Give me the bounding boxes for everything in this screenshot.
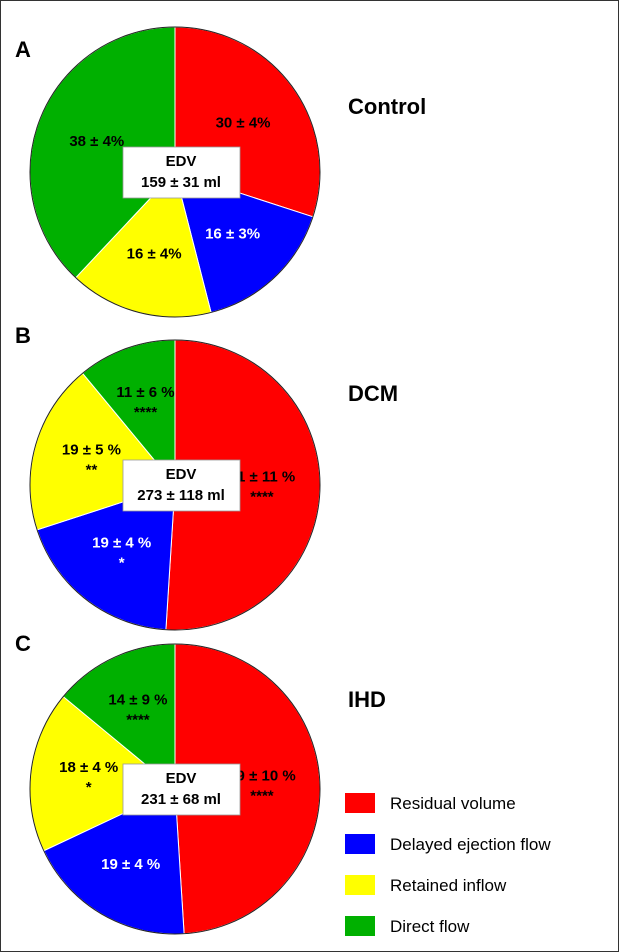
slice-value-label: 11 ± 6 % xyxy=(116,384,174,401)
edv-box xyxy=(122,763,241,816)
slice-value-label: 49 ± 10 % xyxy=(228,767,295,784)
group-label: Control xyxy=(348,94,426,119)
legend-swatch xyxy=(345,793,375,813)
edv-box xyxy=(122,459,241,512)
slice-value-label: 38 ± 4% xyxy=(69,133,124,150)
significance-marker: **** xyxy=(250,787,274,804)
legend-item-label: Residual volume xyxy=(390,794,516,813)
slice-value-label: 16 ± 3% xyxy=(205,225,260,242)
legend-swatch xyxy=(345,834,375,854)
significance-marker: * xyxy=(86,779,92,796)
edv-box xyxy=(122,146,241,199)
significance-marker: **** xyxy=(126,711,150,728)
panel-letter: A xyxy=(15,37,31,62)
significance-marker: ** xyxy=(86,462,98,479)
panel-letter: C xyxy=(15,631,31,656)
legend-item-label: Retained inflow xyxy=(390,876,507,895)
edv-value: 231 ± 68 ml xyxy=(141,791,221,808)
pie-outline xyxy=(29,643,321,935)
slice-value-label: 14 ± 9 % xyxy=(108,691,167,708)
slice-value-label: 19 ± 4 % xyxy=(101,856,160,873)
slice-value-label: 51 ± 11 % xyxy=(229,469,296,486)
edv-label: EDV xyxy=(166,770,197,787)
legend-item-label: Direct flow xyxy=(390,917,470,936)
slice-value-label: 19 ± 5 % xyxy=(62,442,121,459)
legend-swatch xyxy=(345,916,375,936)
slice-value-label: 19 ± 4 % xyxy=(92,535,151,552)
edv-value: 159 ± 31 ml xyxy=(141,174,221,191)
pie-outline xyxy=(29,339,321,631)
pie-outline xyxy=(29,26,321,318)
slice-value-label: 16 ± 4% xyxy=(127,245,182,262)
legend-item-label: Delayed ejection flow xyxy=(390,835,551,854)
slice-value-label: 30 ± 4% xyxy=(216,115,271,132)
group-label: DCM xyxy=(348,381,398,406)
significance-marker: * xyxy=(119,555,125,572)
edv-label: EDV xyxy=(166,466,197,483)
legend-swatch xyxy=(345,875,375,895)
group-label: IHD xyxy=(348,687,386,712)
edv-value: 273 ± 118 ml xyxy=(137,487,224,504)
panel-letter: B xyxy=(15,323,31,348)
edv-label: EDV xyxy=(166,153,197,170)
significance-marker: **** xyxy=(250,489,274,506)
slice-value-label: 18 ± 4 % xyxy=(59,759,118,776)
significance-marker: **** xyxy=(134,404,158,421)
